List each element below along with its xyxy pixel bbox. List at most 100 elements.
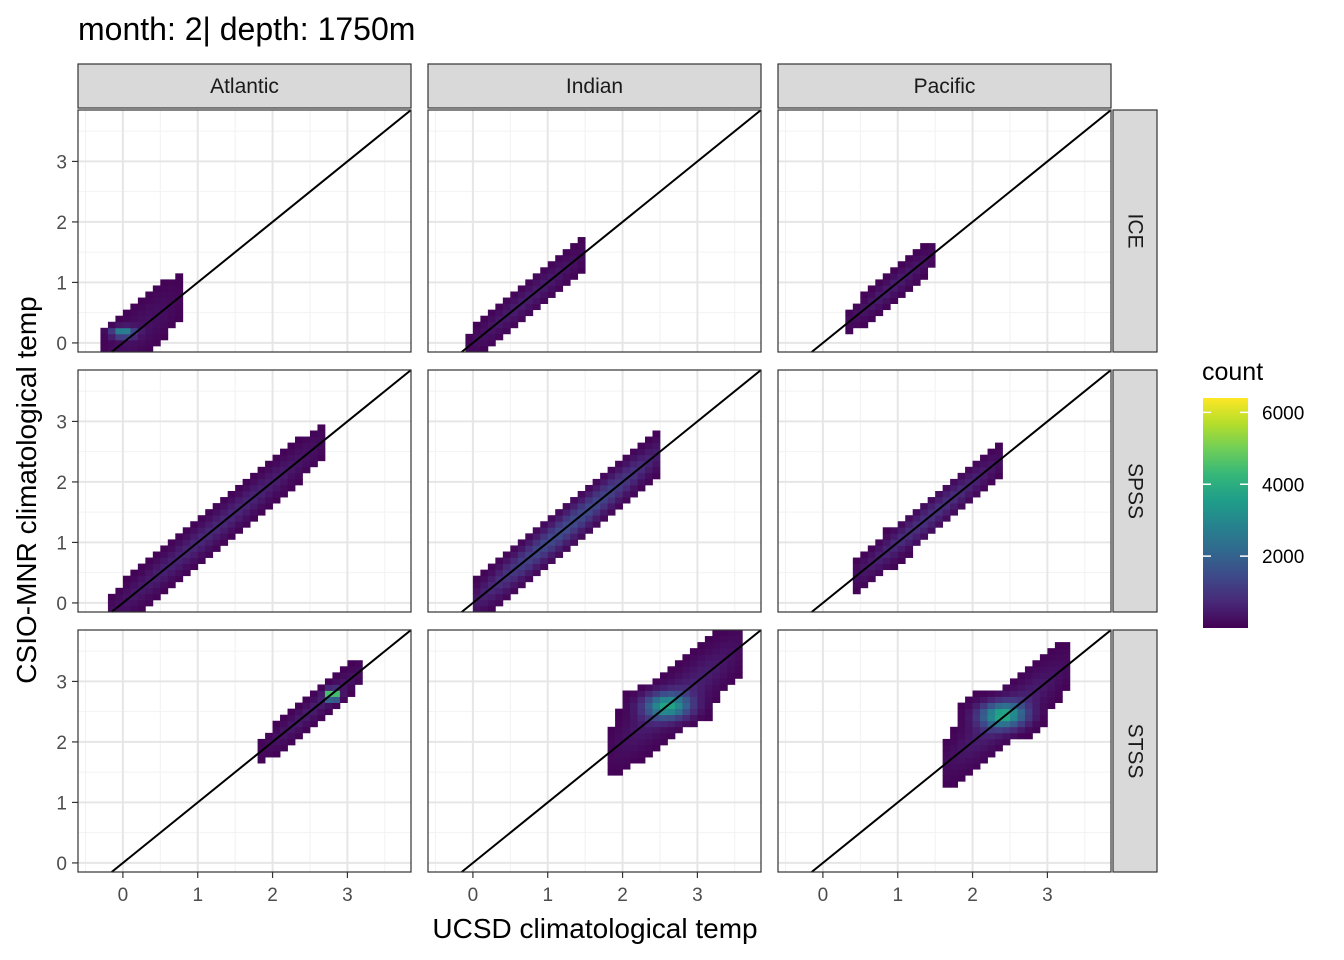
x-tick-label: 1 [192, 885, 203, 906]
heatmap-tile [942, 503, 951, 510]
heatmap-tile [852, 557, 861, 564]
heatmap-tile [622, 738, 631, 746]
heatmap-tile [152, 593, 161, 601]
heatmap-tile [570, 267, 579, 274]
heatmap-tile [562, 545, 571, 552]
heatmap-tile [265, 491, 273, 498]
heatmap-tile [852, 563, 861, 571]
heatmap-tile [622, 491, 631, 498]
x-tick-label: 2 [617, 885, 628, 906]
heatmap-tiles [852, 442, 1003, 595]
heatmap-tile [302, 702, 311, 710]
heatmap-tile [1017, 678, 1026, 685]
count-legend: count 2000 4000 6000 [1202, 358, 1304, 628]
heatmap-tile [1002, 726, 1011, 734]
heatmap-tile [607, 726, 616, 734]
heatmap-tile [555, 545, 564, 552]
heatmap-tile [950, 769, 958, 776]
heatmap-tile [280, 460, 288, 468]
heatmap-tile [190, 557, 199, 564]
x-axis-title: UCSD climatological temp [432, 913, 757, 944]
heatmap-tile [175, 545, 184, 552]
heatmap-tile [577, 515, 586, 522]
heatmap-tile [182, 551, 191, 558]
heatmap-tile [682, 690, 691, 697]
heatmap-tile [122, 321, 131, 329]
heatmap-tile [152, 587, 161, 595]
heatmap-tile [272, 738, 281, 746]
heatmap-tile [592, 503, 601, 510]
heatmap-tile [712, 666, 721, 673]
heatmap-tile [867, 569, 876, 577]
heatmap-tile [280, 714, 288, 722]
heatmap-tile [927, 515, 936, 522]
heatmap-tiles [942, 642, 1071, 788]
heatmap-tile [607, 763, 616, 770]
heatmap-tile [220, 521, 229, 528]
heatmap-tile [287, 466, 296, 474]
heatmap-tile [212, 503, 221, 510]
heatmap-tile [719, 642, 728, 649]
heatmap-tile [615, 757, 623, 764]
heatmap-tile [287, 720, 296, 728]
heatmap-tile [137, 599, 146, 607]
heatmap-tile [257, 738, 266, 746]
heatmap-tile [130, 587, 139, 595]
heatmap-tile [130, 569, 139, 577]
heatmap-tile [227, 533, 236, 540]
heatmap-tile [272, 472, 281, 480]
heatmap-tile [257, 497, 266, 504]
heatmap-tile [659, 672, 668, 679]
heatmap-tile [935, 515, 944, 522]
heatmap-tile [1062, 672, 1071, 679]
heatmap-tile [882, 563, 891, 571]
identity-line [461, 629, 762, 873]
heatmap-tile [502, 303, 511, 311]
heatmap-tile [897, 545, 906, 552]
x-tick-label: 1 [542, 885, 553, 906]
heatmap-tile [667, 732, 676, 740]
heatmap-tile [510, 551, 519, 558]
heatmap-tile [324, 678, 333, 685]
heatmap-tile [577, 261, 586, 268]
heatmap-tile [645, 702, 653, 710]
heatmap-tile [130, 605, 139, 613]
heatmap-tile [1062, 666, 1071, 673]
heatmap-tile [220, 515, 229, 522]
heatmap-tile [167, 563, 176, 571]
heatmap-tile [704, 642, 713, 649]
column-strip-label: Indian [566, 75, 623, 98]
heatmap-tile [630, 448, 638, 456]
heatmap-tile [317, 442, 326, 450]
heatmap-tile [495, 581, 504, 589]
heatmap-tile [272, 744, 281, 752]
heatmap-tile [525, 279, 534, 286]
heatmap-tile [122, 339, 131, 347]
heatmap-tile [585, 515, 594, 522]
heatmap-tile [510, 581, 519, 589]
heatmap-tile [295, 436, 303, 443]
heatmap-tile [324, 684, 333, 691]
heatmap-tile [645, 714, 653, 722]
heatmap-tile [317, 684, 326, 691]
heatmap-tile [472, 581, 481, 589]
heatmap-tile [517, 291, 526, 298]
heatmap-tile [317, 690, 326, 697]
heatmap-tile [630, 702, 638, 710]
heatmap-tile [712, 642, 721, 649]
heatmap-tile [1054, 666, 1063, 673]
heatmap-tile [995, 472, 1003, 480]
heatmap-tile [100, 345, 109, 353]
heatmap-tile [227, 521, 236, 528]
heatmap-tile [472, 321, 481, 329]
heatmap-tile [555, 521, 564, 528]
heatmap-tile [585, 527, 594, 534]
heatmap-tile [882, 297, 891, 304]
heatmap-tile [324, 690, 333, 697]
heatmap-tile [1017, 702, 1026, 710]
column-strip-label: Pacific [914, 75, 976, 98]
heatmap-tile [145, 599, 154, 607]
heatmap-tile [882, 527, 891, 534]
heatmap-tile [257, 744, 266, 752]
heatmap-tile [637, 454, 646, 462]
